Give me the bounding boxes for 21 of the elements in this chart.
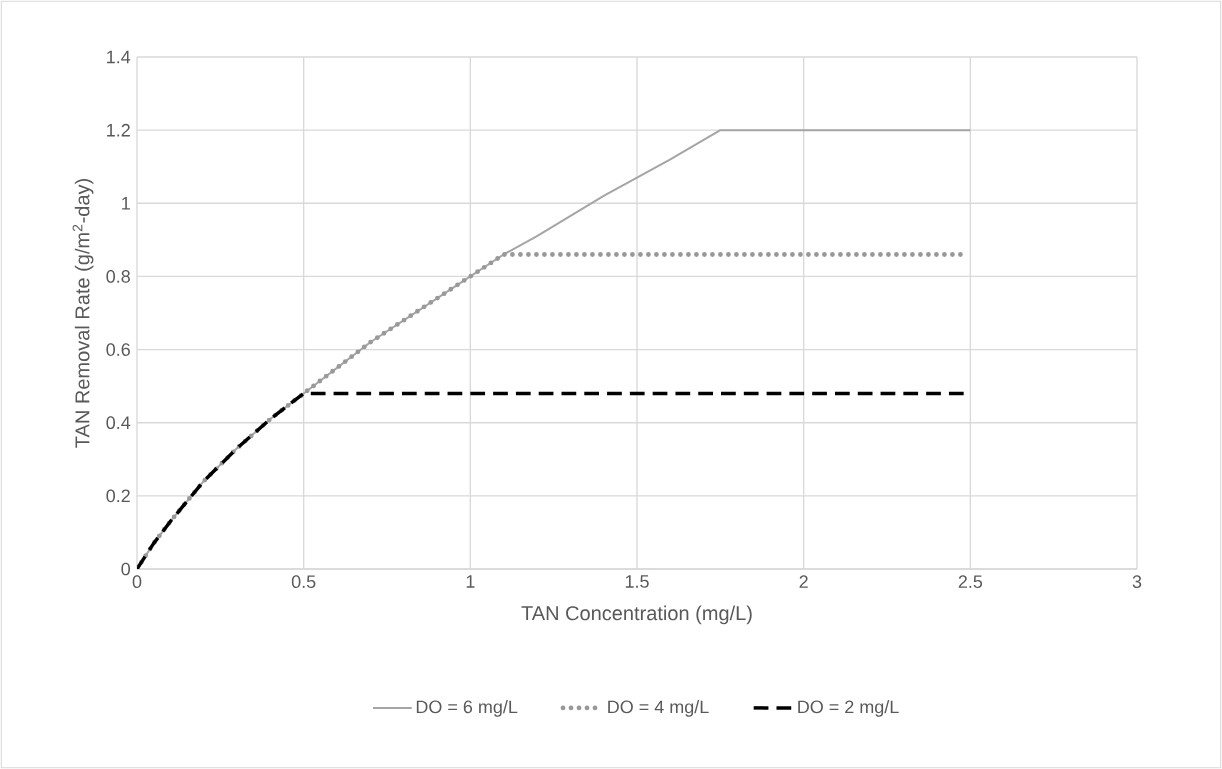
legend-label: DO = 4 mg/L (608, 700, 709, 717)
y-tick-label: 0.2 (106, 489, 130, 503)
legend-label: DO = 2 mg/L (798, 700, 899, 717)
x-tick-label: 0 (132, 575, 142, 588)
y-axis-title: TAN Removal Rate (g/m$^{2}$-day) (72, 179, 94, 448)
y-tick-label: 1.2 (107, 123, 130, 137)
y-tick-label: 0 (121, 562, 131, 576)
x-tick-label: 0.5 (291, 575, 316, 588)
y-tick-label: 0.4 (106, 416, 131, 430)
line-series (137, 391, 966, 569)
legend-label: DO = 6 mg/L (416, 700, 518, 717)
x-tick-label: 1 (466, 575, 475, 588)
x-tick-label: 2 (799, 575, 808, 588)
x-tick-label: 2.5 (958, 575, 983, 588)
x-tick-label: 3 (1132, 575, 1142, 588)
y-tick-label: 1 (122, 197, 130, 210)
x-tick-label: 1.5 (625, 575, 649, 588)
y-tick-label: 1.4 (107, 50, 131, 64)
y-tick-label: 0.8 (106, 270, 130, 283)
y-tick-label: 0.6 (106, 343, 130, 356)
x-axis-title: TAN Concentration (mg/L) (521, 605, 752, 625)
